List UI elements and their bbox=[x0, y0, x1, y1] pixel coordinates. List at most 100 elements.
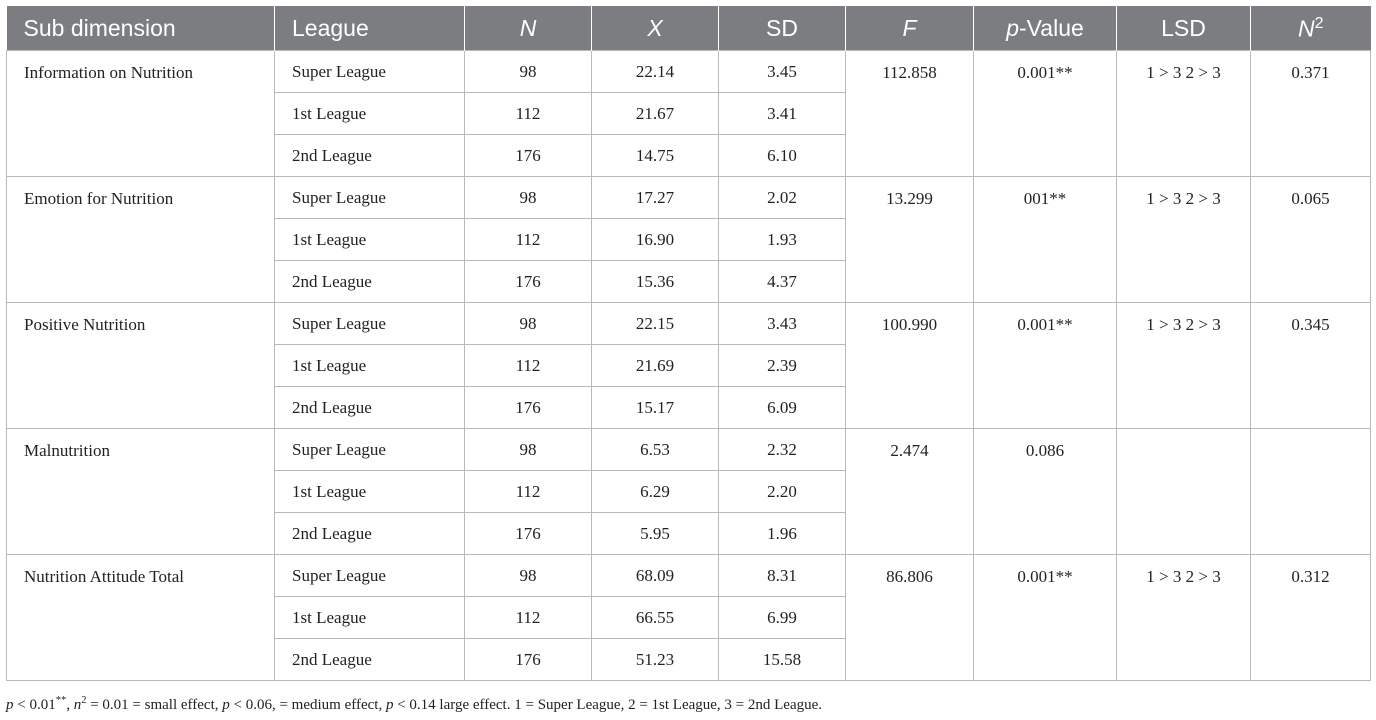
table-row: Malnutrition Super League 98 6.53 2.32 2… bbox=[6, 428, 1371, 555]
sd-cell: 6.10 bbox=[718, 134, 846, 177]
table-row: Emotion for Nutrition Super League 98 17… bbox=[6, 176, 1371, 303]
header-x: X bbox=[591, 6, 719, 51]
sd-cell: 8.31 bbox=[718, 554, 846, 597]
n-cell: 176 bbox=[464, 638, 592, 681]
table-row: 2nd League 176 15.17 6.09 bbox=[7, 386, 1371, 429]
sd-cell: 3.43 bbox=[718, 302, 846, 345]
footnote-text: < 0.01 bbox=[13, 697, 56, 713]
table-row: 1st League 112 21.69 2.39 bbox=[7, 344, 1371, 387]
header-f: F bbox=[845, 6, 974, 51]
x-cell: 5.95 bbox=[591, 512, 719, 555]
league-cell: 1st League bbox=[274, 92, 465, 135]
x-cell: 15.17 bbox=[591, 386, 719, 429]
header-lsd: LSD bbox=[1116, 6, 1251, 51]
table-container: Sub dimension League N X SD F p-Value LS… bbox=[6, 6, 1371, 681]
x-cell: 15.36 bbox=[591, 260, 719, 303]
table-footnote: p < 0.01**, n2 = 0.01 = small effect, p … bbox=[6, 695, 822, 714]
x-cell: 22.15 bbox=[591, 302, 719, 345]
header-f-text: F bbox=[902, 14, 917, 41]
results-table: Sub dimension League N X SD F p-Value LS… bbox=[6, 6, 1371, 681]
league-cell: 1st League bbox=[274, 218, 465, 261]
sub-dimension-cell: Positive Nutrition bbox=[6, 302, 275, 429]
sd-cell: 3.45 bbox=[718, 50, 846, 93]
sub-dimension-cell: Nutrition Attitude Total bbox=[6, 554, 275, 681]
n-cell: 112 bbox=[464, 218, 592, 261]
header-n2-sup: 2 bbox=[1314, 13, 1324, 32]
footnote-n: n bbox=[73, 697, 82, 713]
table-row: Positive Nutrition Super League 98 22.15… bbox=[6, 302, 1371, 429]
sub-dimension-cell: Malnutrition bbox=[6, 428, 275, 555]
footnote-p: p bbox=[222, 697, 230, 713]
header-sub-dimension: Sub dimension bbox=[6, 6, 275, 51]
table-row: Nutrition Attitude Total Super League 98… bbox=[6, 554, 1371, 681]
x-cell: 14.75 bbox=[591, 134, 719, 177]
league-cell: 2nd League bbox=[274, 386, 465, 429]
table-row: 1st League 112 6.29 2.20 bbox=[7, 470, 1371, 513]
n2-cell: 0.065 bbox=[1250, 176, 1371, 303]
f-cell: 86.806 bbox=[845, 554, 974, 681]
header-p-rest: -Value bbox=[1019, 14, 1084, 41]
table-row: Information on Nutrition Super League 98… bbox=[6, 50, 1371, 177]
sd-cell: 4.37 bbox=[718, 260, 846, 303]
f-cell: 13.299 bbox=[845, 176, 974, 303]
sd-cell: 2.02 bbox=[718, 176, 846, 219]
x-cell: 22.14 bbox=[591, 50, 719, 93]
header-league: League bbox=[274, 6, 465, 51]
league-cell: Super League bbox=[274, 302, 465, 345]
x-cell: 16.90 bbox=[591, 218, 719, 261]
n-cell: 112 bbox=[464, 596, 592, 639]
league-cell: 2nd League bbox=[274, 638, 465, 681]
n-cell: 98 bbox=[464, 302, 592, 345]
league-cell: 2nd League bbox=[274, 260, 465, 303]
header-p-value: p-Value bbox=[973, 6, 1117, 51]
header-row: Sub dimension League N X SD F p-Value LS… bbox=[6, 6, 1371, 51]
header-n: N bbox=[464, 6, 592, 51]
header-x-text: X bbox=[647, 14, 663, 41]
header-n2-base: N bbox=[1297, 15, 1315, 42]
lsd-cell: 1 > 3 2 > 3 bbox=[1116, 302, 1251, 429]
league-cell: Super League bbox=[274, 176, 465, 219]
n2-cell: 0.371 bbox=[1250, 50, 1371, 177]
n-cell: 176 bbox=[464, 512, 592, 555]
sd-cell: 15.58 bbox=[718, 638, 846, 681]
footnote-text: = 0.01 = small effect, bbox=[86, 697, 223, 713]
x-cell: 68.09 bbox=[591, 554, 719, 597]
table-row: 2nd League 176 15.36 4.37 bbox=[7, 260, 1371, 303]
footnote-sup: ** bbox=[55, 695, 67, 706]
table-row: 1st League 112 21.67 3.41 bbox=[7, 92, 1371, 135]
f-cell: 2.474 bbox=[845, 428, 974, 555]
lsd-cell: 1 > 3 2 > 3 bbox=[1116, 554, 1251, 681]
league-cell: 2nd League bbox=[274, 512, 465, 555]
footnote-p: p bbox=[385, 697, 394, 713]
sd-cell: 3.41 bbox=[718, 92, 846, 135]
footnote-sup: 2 bbox=[81, 695, 87, 706]
sd-cell: 6.09 bbox=[718, 386, 846, 429]
footnote-text: , bbox=[66, 697, 74, 713]
footnote-text: < 0.14 large effect. 1 = Super League, 2… bbox=[393, 697, 823, 713]
x-cell: 66.55 bbox=[591, 596, 719, 639]
n-cell: 98 bbox=[464, 176, 592, 219]
sub-dimension-cell: Information on Nutrition bbox=[6, 50, 275, 177]
x-cell: 6.53 bbox=[591, 428, 719, 471]
lsd-cell bbox=[1116, 428, 1251, 555]
sd-cell: 2.20 bbox=[718, 470, 846, 513]
league-cell: 2nd League bbox=[274, 134, 465, 177]
f-cell: 100.990 bbox=[845, 302, 974, 429]
x-cell: 51.23 bbox=[591, 638, 719, 681]
league-cell: 1st League bbox=[274, 344, 465, 387]
n2-cell: 0.312 bbox=[1250, 554, 1371, 681]
x-cell: 6.29 bbox=[591, 470, 719, 513]
league-cell: Super League bbox=[274, 428, 465, 471]
x-cell: 21.67 bbox=[591, 92, 719, 135]
table-row: 2nd League 176 51.23 15.58 bbox=[7, 638, 1371, 681]
f-cell: 112.858 bbox=[845, 50, 974, 177]
n-cell: 112 bbox=[464, 344, 592, 387]
x-cell: 17.27 bbox=[591, 176, 719, 219]
p-value-cell: 0.001** bbox=[973, 50, 1117, 177]
sd-cell: 6.99 bbox=[718, 596, 846, 639]
sd-cell: 2.32 bbox=[718, 428, 846, 471]
n-cell: 112 bbox=[464, 470, 592, 513]
n2-cell: 0.345 bbox=[1250, 302, 1371, 429]
n-cell: 112 bbox=[464, 92, 592, 135]
sub-dimension-cell: Emotion for Nutrition bbox=[6, 176, 275, 303]
